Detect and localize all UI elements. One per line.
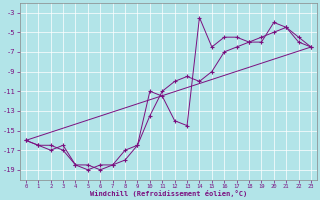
X-axis label: Windchill (Refroidissement éolien,°C): Windchill (Refroidissement éolien,°C) xyxy=(90,190,247,197)
